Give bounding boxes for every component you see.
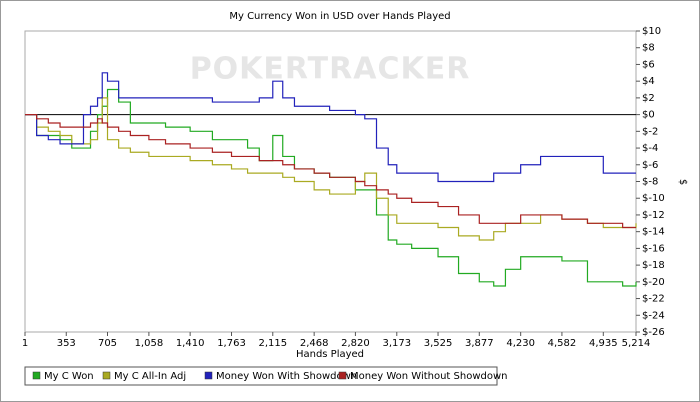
legend-swatch [102, 371, 111, 380]
x-tick-label: 4,935 [589, 338, 618, 349]
series-line [25, 114, 636, 229]
y-tick-label: $-10 [642, 193, 665, 204]
x-tick-label: 3,525 [424, 338, 453, 349]
legend-label: My C All-In Adj [114, 371, 186, 382]
y-tick-label: $-18 [642, 260, 665, 271]
legend-label: Money Won With Showdown [216, 371, 357, 382]
y-tick-label: $-26 [642, 327, 665, 338]
x-tick-label: 2,468 [300, 338, 329, 349]
y-tick-label: $-8 [642, 177, 658, 188]
series-line [25, 97, 637, 241]
x-tick-label: 1,763 [217, 338, 246, 349]
y-tick-label: $-6 [642, 160, 658, 171]
legend-swatch [204, 371, 213, 380]
x-tick-label: 1,410 [176, 338, 205, 349]
x-axis-label: Hands Played [296, 349, 364, 360]
legend [24, 366, 498, 386]
x-tick-label: 2,820 [341, 338, 370, 349]
y-tick-label: $-22 [642, 294, 665, 305]
x-tick-label: 3,877 [465, 338, 494, 349]
y-tick-label: $4 [642, 76, 655, 87]
legend-label: My C Won [44, 371, 94, 382]
y-tick-label: $-20 [642, 277, 665, 288]
legend-swatch [32, 371, 41, 380]
y-tick-label: $-4 [642, 143, 658, 154]
x-tick-label: 3,173 [382, 338, 411, 349]
series-line [25, 72, 636, 183]
y-tick-label: $-24 [642, 310, 665, 321]
x-tick-label: 353 [57, 338, 76, 349]
x-tick-label: 1 [22, 338, 28, 349]
chart-title: My Currency Won in USD over Hands Played [229, 11, 450, 22]
y-tick-label: $0 [642, 110, 655, 121]
legend-swatch [338, 371, 347, 380]
x-tick-label: 5,214 [622, 338, 651, 349]
legend-label: Money Won Without Showdown [350, 371, 508, 382]
watermark: POKERTRACKER [190, 52, 471, 87]
x-tick-label: 4,582 [548, 338, 577, 349]
x-tick-label: 705 [98, 338, 117, 349]
y-tick-label: $-12 [642, 210, 665, 221]
y-tick-label: $-16 [642, 243, 665, 254]
series-line [25, 88, 637, 287]
x-tick-label: 4,230 [506, 338, 535, 349]
y-tick-label: $8 [642, 43, 655, 54]
y-axis-label: $ [677, 179, 688, 185]
y-tick-label: $-14 [642, 227, 665, 238]
x-tick-label: 2,115 [258, 338, 287, 349]
x-tick-label: 1,058 [135, 338, 164, 349]
y-tick-label: $10 [642, 26, 661, 37]
y-tick-label: $6 [642, 59, 655, 70]
y-tick-label: $-2 [642, 126, 658, 137]
y-tick-label: $2 [642, 93, 655, 104]
